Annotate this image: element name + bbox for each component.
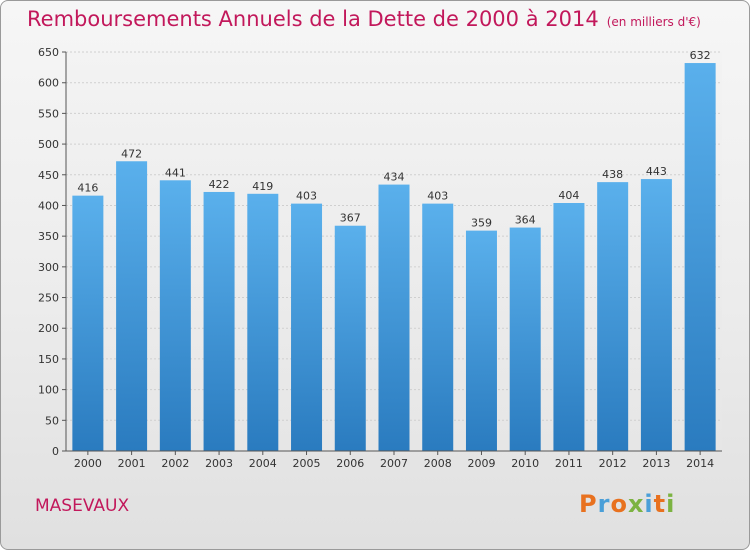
y-tick-label: 350: [38, 230, 59, 243]
x-tick-label: 2014: [686, 457, 714, 470]
commune-name: MASEVAUX: [35, 496, 130, 516]
x-tick-label: 2009: [467, 457, 495, 470]
data-label: 472: [121, 147, 142, 160]
x-tick-label: 2007: [380, 457, 408, 470]
bar: [553, 203, 585, 451]
data-label: 434: [384, 171, 405, 184]
data-label: 404: [558, 189, 579, 202]
data-label: 367: [340, 212, 361, 225]
logo-letter: i: [666, 490, 676, 518]
data-label: 403: [296, 190, 317, 203]
bar: [203, 191, 235, 452]
bar: [291, 203, 323, 451]
y-tick-label: 450: [38, 169, 59, 182]
chart-title: Remboursements Annuels de la Dette de 20…: [27, 7, 701, 31]
proxiti-logo: Proxiti: [579, 490, 675, 518]
y-tick-label: 550: [38, 107, 59, 120]
y-tick-label: 600: [38, 77, 59, 90]
data-label: 422: [209, 178, 230, 191]
x-tick-label: 2011: [555, 457, 583, 470]
x-tick-label: 2004: [249, 457, 277, 470]
bar: [378, 184, 410, 452]
bar: [116, 161, 148, 451]
bar: [684, 63, 716, 452]
x-axis: 2000 2001 2002 2003 2004 2005 2006 2007 2008 2009…: [66, 450, 722, 470]
x-tick-label: 2010: [511, 457, 539, 470]
y-tick-label: 250: [38, 292, 59, 305]
logo-letter: t: [653, 490, 667, 518]
data-label: 419: [252, 180, 273, 193]
data-label: 441: [165, 166, 186, 179]
x-tick-label: 2005: [293, 457, 321, 470]
x-tick-label: 2008: [424, 457, 452, 470]
chart-title-text: Remboursements Annuels de la Dette de 20…: [27, 7, 599, 31]
bar: [159, 180, 191, 452]
logo-letter: x: [627, 490, 645, 518]
y-tick-label: 200: [38, 322, 59, 335]
x-tick-label: 2000: [74, 457, 102, 470]
bar: [422, 203, 454, 451]
logo-letter: P: [579, 490, 598, 518]
data-label: 364: [515, 214, 536, 227]
data-label: 443: [646, 165, 667, 178]
data-label: 632: [690, 49, 711, 62]
x-tick-label: 2003: [205, 457, 233, 470]
y-tick-label: 400: [38, 199, 59, 212]
x-tick-label: 2012: [599, 457, 627, 470]
bar: [509, 227, 541, 451]
y-tick-label: 100: [38, 384, 59, 397]
data-label: 403: [427, 190, 448, 203]
bar: [597, 182, 629, 452]
bar: [247, 193, 279, 451]
bar: [72, 195, 104, 451]
data-label: 359: [471, 217, 492, 230]
logo-letter: r: [597, 490, 611, 518]
bar: [465, 230, 497, 451]
chart-unit: (en milliers d'€): [606, 15, 701, 29]
bar: [640, 179, 672, 451]
bars: 416 472 441 422 419 403 367 434 403 359 364 404 438 4…: [72, 49, 716, 452]
bar: [334, 225, 366, 451]
y-axis: 0 50 100 150 200 250 300 350 400 450 500 550 600 650: [38, 46, 67, 458]
y-tick-label: 650: [38, 46, 59, 59]
x-tick-label: 2001: [118, 457, 146, 470]
x-tick-label: 2002: [161, 457, 189, 470]
logo-letter: o: [610, 490, 628, 518]
y-tick-label: 300: [38, 261, 59, 274]
x-tick-label: 2013: [642, 457, 670, 470]
data-label: 438: [602, 168, 623, 181]
logo-letter: i: [644, 490, 654, 518]
y-tick-label: 0: [52, 445, 59, 458]
y-tick-label: 500: [38, 138, 59, 151]
x-tick-label: 2006: [336, 457, 364, 470]
y-tick-label: 50: [45, 414, 59, 427]
y-tick-label: 150: [38, 353, 59, 366]
data-label: 416: [77, 182, 98, 195]
